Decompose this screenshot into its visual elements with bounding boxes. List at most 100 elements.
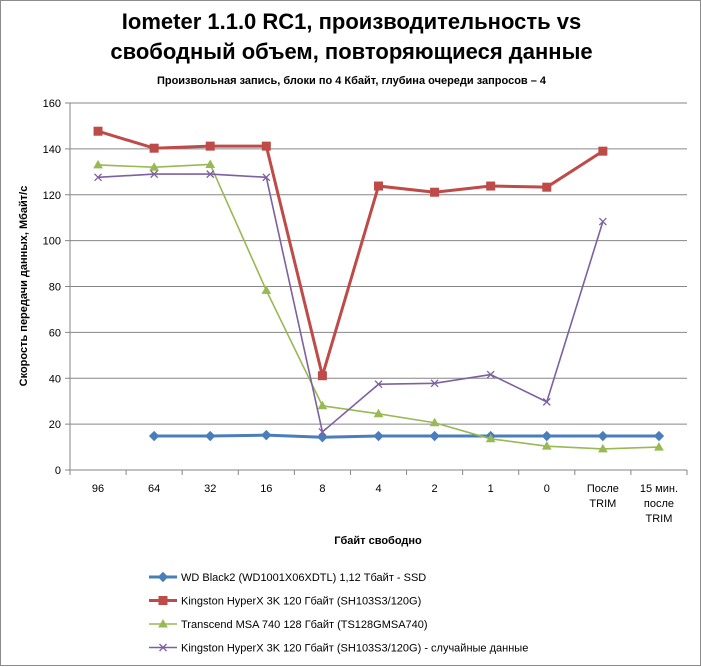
legend-item-2: Kingston HyperX 3K 120 Гбайт (SH103S3/12… — [149, 596, 421, 608]
x-tick-label: TRIM — [589, 498, 616, 510]
triangle-marker — [485, 433, 496, 443]
x-marker — [262, 173, 271, 182]
x-marker-stroke — [542, 397, 551, 406]
square-marker — [149, 143, 159, 153]
legend-label: Kingston HyperX 3K 120 Гбайт (SH103S3/12… — [181, 596, 421, 608]
diamond-marker — [157, 571, 169, 583]
legend-label: WD Black2 (WD1001X06XDTL) 1,12 Тбайт - S… — [181, 572, 426, 584]
x-tick-label: 96 — [92, 483, 104, 495]
x-marker — [318, 427, 327, 436]
x-axis-title: Гбайт свободно — [334, 535, 422, 547]
series-3 — [93, 159, 664, 453]
triangle-marker — [158, 618, 168, 628]
y-tick-label: 40 — [49, 373, 61, 385]
series-lines — [93, 126, 665, 453]
x-tick-label: 4 — [375, 483, 381, 495]
axes: 0 20 40 60 80 100 120 140 160 96 64 32 16 8 4 2 1 0 После T… — [43, 98, 688, 525]
x-marker — [542, 397, 551, 406]
diamond-marker — [597, 430, 609, 442]
y-axis-title: Скорость передачи данных, Мбайт/с — [18, 186, 30, 387]
diamond-marker — [205, 430, 216, 442]
square-marker — [317, 371, 327, 381]
y-tick-label: 20 — [49, 419, 61, 431]
square-marker — [205, 141, 215, 151]
x-tick-label: 15 мин. — [640, 483, 678, 495]
legend-item-4: Kingston HyperX 3K 120 Гбайт (SH103S3/12… — [149, 643, 528, 655]
triangle-marker — [654, 442, 664, 451]
x-tick-label: 64 — [148, 483, 160, 495]
x-marker-stroke — [598, 217, 607, 226]
triangle-marker — [93, 159, 103, 169]
legend-item-3: Transcend MSA 740 128 Гбайт (TS128GMSA74… — [149, 618, 428, 631]
triangle-marker — [317, 400, 328, 410]
y-tick-label: 60 — [49, 327, 61, 339]
triangle-marker — [149, 162, 159, 171]
axis-labels: Скорость передачи данных, Мбайт/с Гбайт … — [18, 186, 422, 547]
x-tick-label: TRIM — [646, 513, 673, 525]
x-marker — [159, 643, 167, 652]
triangle-marker — [261, 285, 272, 294]
square-marker — [542, 182, 552, 192]
x-marker-stroke — [262, 173, 271, 182]
square-marker — [261, 141, 271, 151]
x-marker-stroke — [159, 643, 167, 652]
square-marker — [430, 187, 440, 197]
x-tick-label: 0 — [544, 483, 550, 495]
square-marker — [598, 146, 608, 156]
series-line — [97, 173, 604, 433]
x-tick-label: 2 — [432, 483, 438, 495]
series-line — [154, 433, 659, 439]
triangle-marker — [598, 443, 608, 453]
square-marker — [486, 181, 496, 191]
legend: WD Black2 (WD1001X06XDTL) 1,12 Тбайт - S… — [149, 571, 528, 655]
x-tick-label: 16 — [260, 483, 272, 495]
diamond-marker — [261, 429, 272, 441]
square-marker — [374, 181, 383, 191]
diamond-marker — [429, 430, 440, 442]
x-tick-label: 8 — [319, 483, 325, 495]
square-marker — [93, 126, 103, 136]
y-tick-label: 140 — [43, 144, 61, 156]
gridlines — [70, 102, 687, 425]
chart-title-line-1: Iometer 1.1.0 RC1, производительность vs — [121, 9, 582, 34]
x-tick-label: 32 — [204, 483, 216, 495]
y-tick-label: 0 — [55, 465, 61, 477]
x-tick-label: После — [587, 483, 619, 495]
x-marker-stroke — [150, 170, 159, 179]
triangle-marker — [373, 408, 384, 418]
legend-label: Transcend MSA 740 128 Гбайт (TS128GMSA74… — [181, 619, 428, 631]
x-tick-label: после — [644, 498, 674, 510]
diamond-marker — [148, 430, 160, 442]
series-4 — [94, 170, 607, 436]
chart-title-line-2: свободный объем, повторяющиеся данные — [110, 39, 593, 64]
x-marker — [486, 370, 495, 379]
diamond-marker — [653, 430, 665, 442]
y-tick-label: 120 — [43, 190, 61, 202]
x-marker — [150, 170, 159, 179]
x-marker — [430, 379, 439, 388]
diamond-marker — [373, 430, 384, 442]
x-marker-stroke — [318, 427, 327, 436]
diamond-marker — [317, 431, 328, 443]
triangle-marker — [429, 417, 440, 427]
square-marker — [158, 596, 168, 605]
x-marker-stroke — [206, 170, 215, 179]
x-marker-stroke — [486, 370, 495, 379]
triangle-marker — [541, 441, 552, 450]
y-tick-label: 80 — [49, 282, 61, 294]
x-marker — [94, 173, 103, 182]
legend-label: Kingston HyperX 3K 120 Гбайт (SH103S3/12… — [181, 643, 528, 655]
series-1 — [148, 429, 665, 443]
x-tick-label: 1 — [488, 483, 494, 495]
x-marker-stroke — [374, 380, 383, 389]
x-marker — [598, 217, 607, 226]
series-2 — [93, 126, 608, 381]
triangle-marker — [205, 159, 216, 168]
y-tick-label: 160 — [43, 98, 61, 110]
x-marker-stroke — [430, 379, 439, 388]
x-marker — [374, 380, 383, 389]
series-line — [97, 129, 604, 378]
y-tick-label: 100 — [43, 236, 61, 248]
